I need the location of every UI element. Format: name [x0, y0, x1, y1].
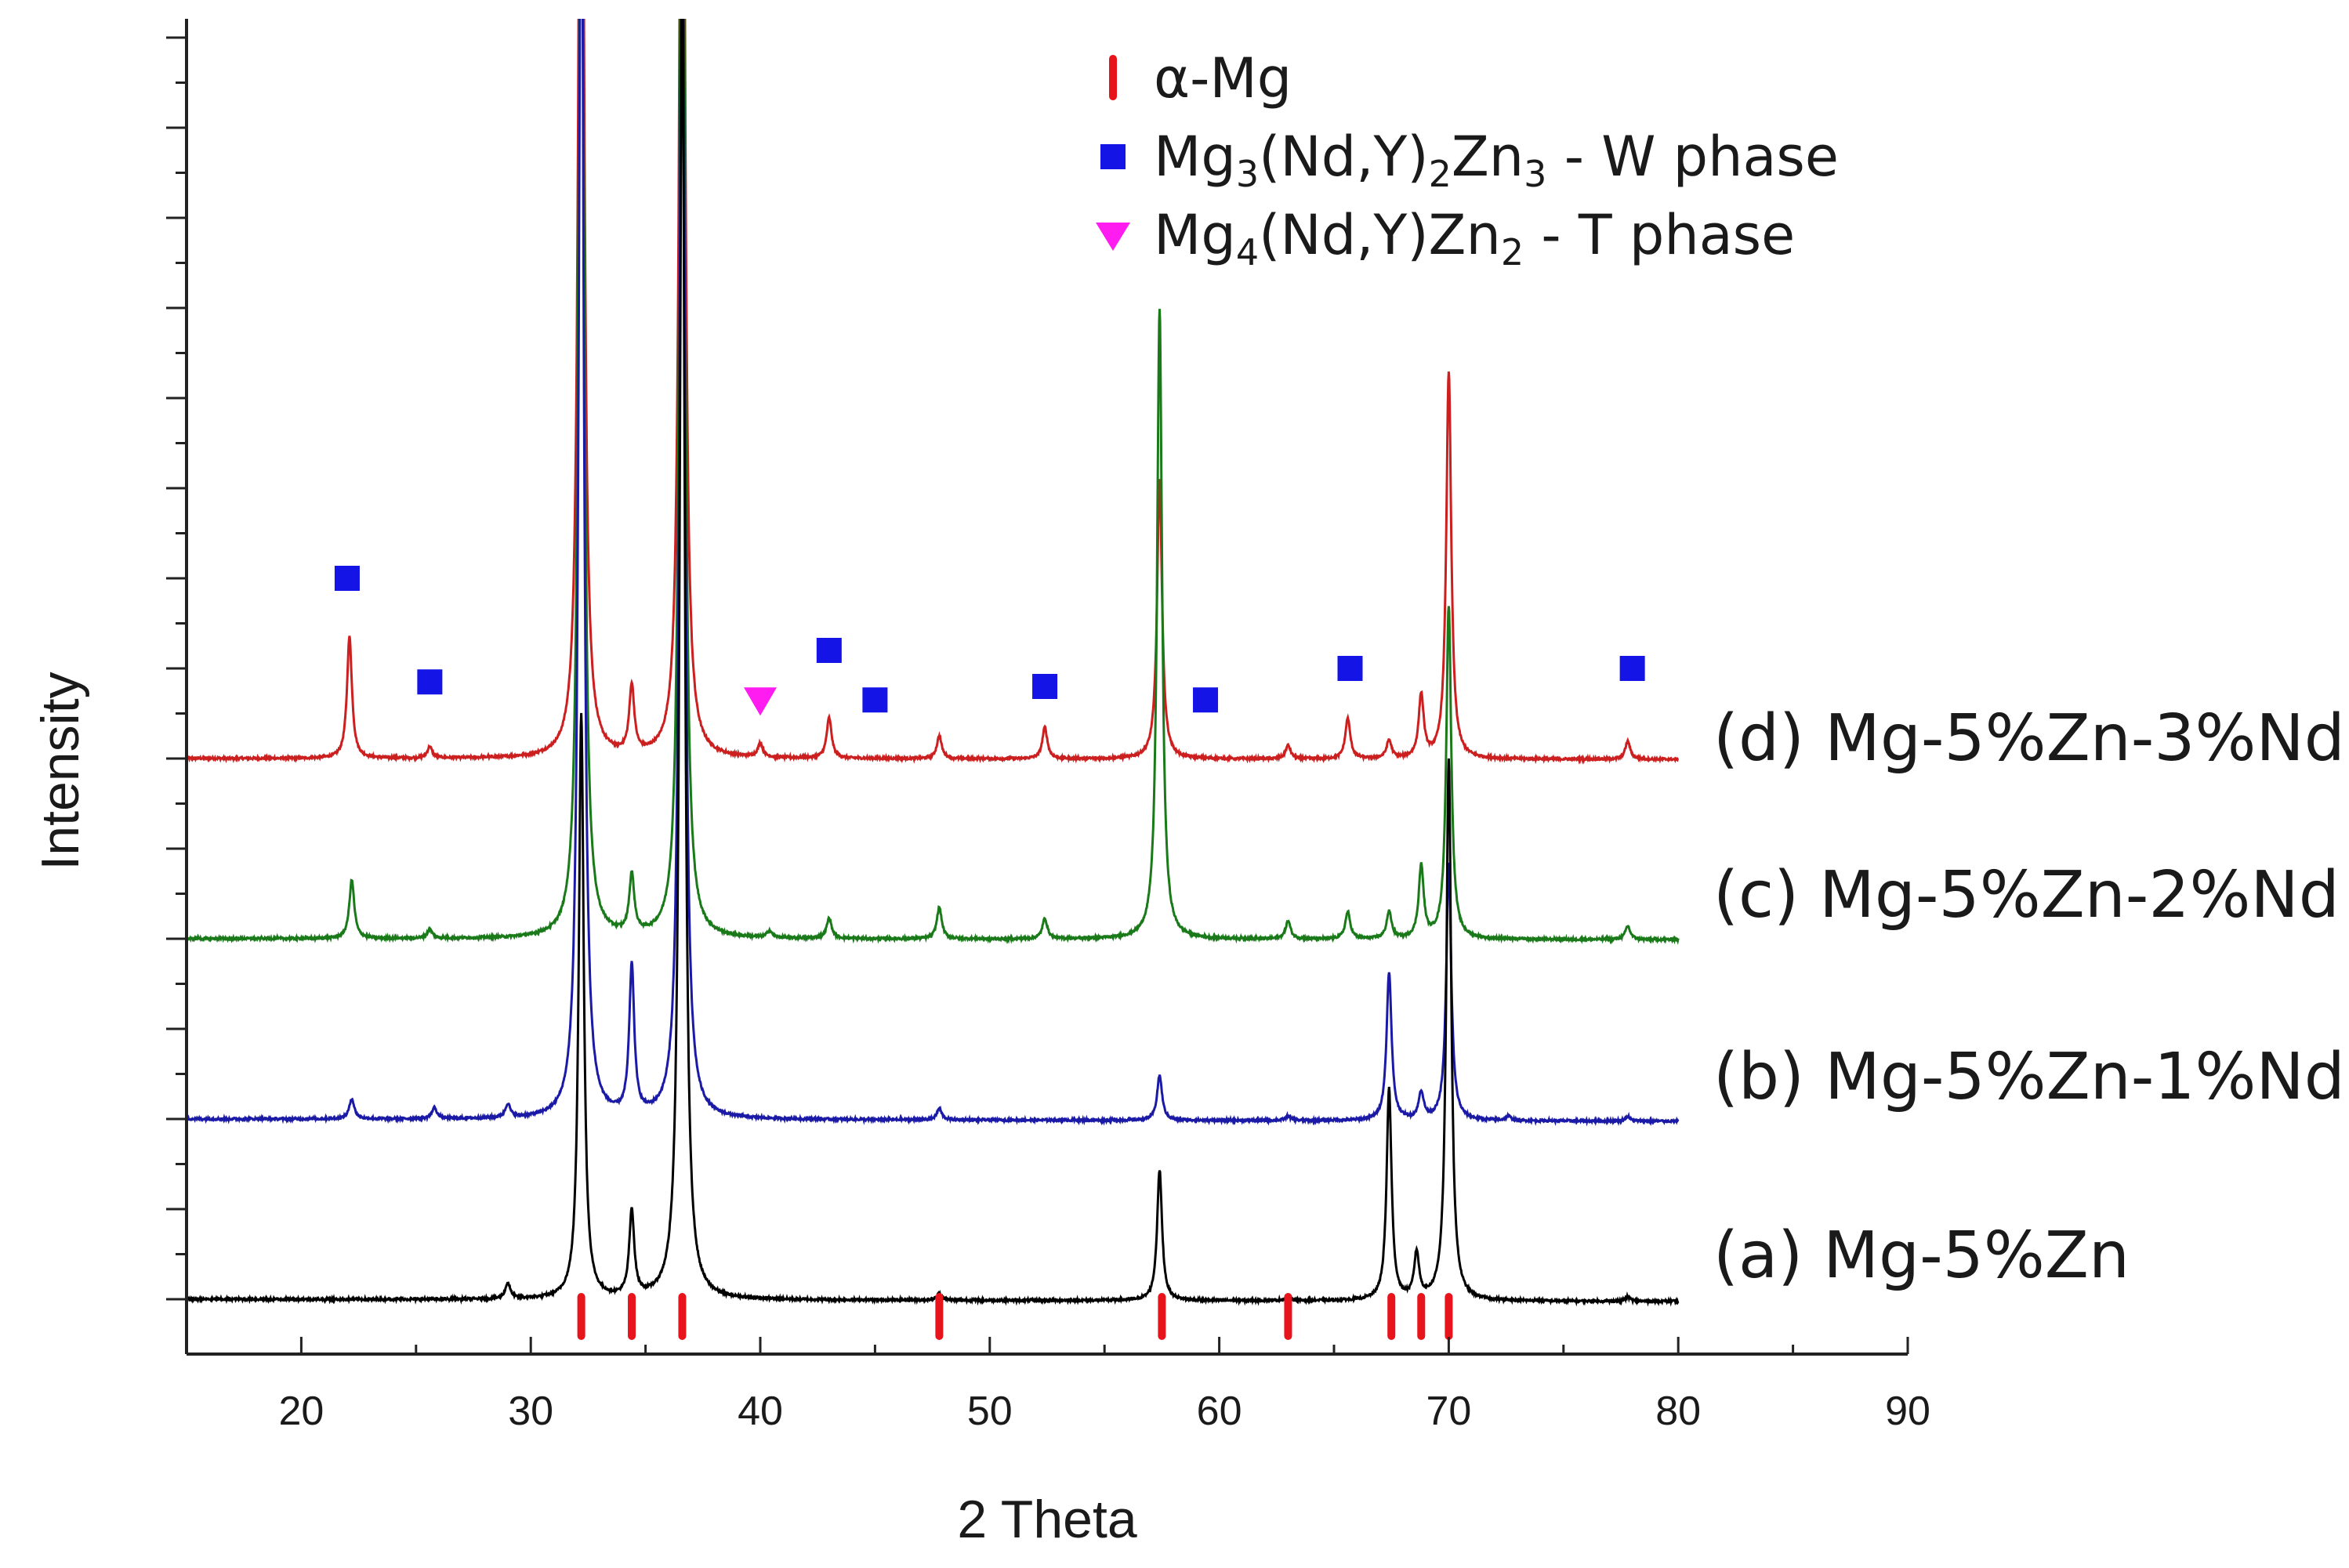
y-axis-title: Intensity — [31, 672, 90, 870]
x-tick-layer: 20 30 40 50 60 70 80 90 — [185, 1337, 1930, 1434]
x-tick-label: 50 — [967, 1389, 1013, 1434]
w-phase-marker — [1193, 687, 1219, 713]
series-layer — [187, 19, 1680, 1307]
legend-entry: Mg4(Nd,Y)Zn2 - T phase — [1096, 203, 1795, 273]
x-tick-label: 20 — [278, 1389, 324, 1434]
alpha-mg-marker — [1417, 1293, 1426, 1340]
w-phase-marker — [1032, 674, 1058, 699]
w-phase-marker — [862, 687, 888, 713]
series-line — [187, 19, 1680, 765]
alpha-mg-marker — [1445, 1293, 1453, 1340]
alpha-mg-marker — [1158, 1293, 1166, 1340]
w-phase-marker — [1337, 656, 1363, 681]
series-label-layer: (d) Mg-5%Zn-3%Nd (c) Mg-5%Zn-2%Nd (b) Mg-5… — [1713, 701, 2345, 1293]
legend-triangle-icon — [1096, 223, 1130, 251]
x-tick-label: 90 — [1885, 1389, 1930, 1434]
series-line — [187, 19, 1680, 1127]
series-label: (d) Mg-5%Zn-3%Nd — [1713, 701, 2345, 776]
legend-entry: α-Mg — [1109, 46, 1292, 110]
w-phase-marker — [1619, 656, 1645, 681]
alpha-mg-marker — [678, 1293, 687, 1340]
x-axis-title: 2 Theta — [957, 1490, 1137, 1549]
legend-label: Mg4(Nd,Y)Zn2 - T phase — [1154, 203, 1795, 273]
legend: α-Mg Mg3(Nd,Y)2Zn3 - W phase Mg4(Nd,Y)Zn2 … — [1096, 46, 1839, 273]
w-phase-marker — [334, 566, 360, 591]
x-tick-label: 30 — [508, 1389, 553, 1434]
legend-label: α-Mg — [1154, 46, 1292, 110]
alpha-mg-marker — [1387, 1293, 1396, 1340]
x-tick-label: 80 — [1655, 1389, 1701, 1434]
alpha-mg-marker — [935, 1293, 944, 1340]
alpha-mg-marker — [628, 1293, 636, 1340]
t-phase-marker — [744, 687, 777, 716]
legend-entry: Mg3(Nd,Y)2Zn3 - W phase — [1100, 125, 1839, 195]
series-label: (b) Mg-5%Zn-1%Nd — [1713, 1040, 2345, 1114]
w-phase-marker — [417, 669, 443, 695]
y-tick-layer — [166, 36, 187, 1301]
legend-label: Mg3(Nd,Y)2Zn3 - W phase — [1154, 125, 1839, 195]
axes-layer — [185, 19, 1908, 1356]
series-line — [187, 19, 1680, 1307]
w-phase-marker — [816, 638, 842, 663]
series-label: (c) Mg-5%Zn-2%Nd — [1713, 858, 2340, 932]
series-label: (a) Mg-5%Zn — [1713, 1219, 2130, 1293]
series-line — [187, 19, 1680, 945]
alpha-mg-marker — [577, 1293, 585, 1340]
x-tick-label: 40 — [738, 1389, 783, 1434]
x-tick-label: 70 — [1426, 1389, 1471, 1434]
legend-square-icon — [1100, 144, 1126, 169]
phase-marker-layer — [334, 566, 1645, 1340]
x-tick-label: 60 — [1197, 1389, 1242, 1434]
alpha-mg-marker — [1284, 1293, 1292, 1340]
legend-bar-icon — [1109, 55, 1117, 100]
